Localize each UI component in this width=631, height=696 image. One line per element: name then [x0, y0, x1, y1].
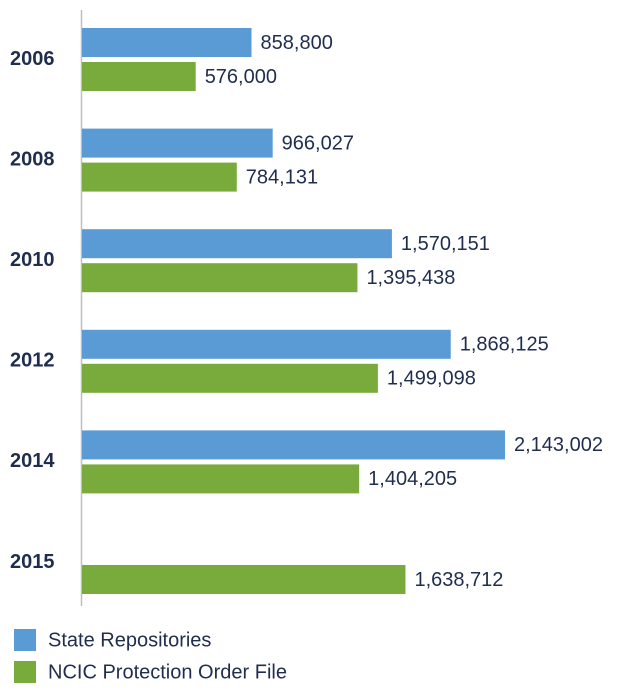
legend-label: NCIC Protection Order File	[48, 661, 287, 683]
bar	[82, 62, 196, 91]
data-label: 966,027	[282, 132, 354, 154]
category-label: 2010	[10, 249, 55, 271]
bar	[82, 128, 273, 158]
bar	[82, 430, 505, 460]
legend-label: State Repositories	[48, 629, 211, 651]
category-label: 2014	[10, 450, 55, 472]
data-label: 1,395,438	[366, 267, 455, 289]
category-label: 2012	[10, 350, 55, 372]
data-label: 1,638,712	[414, 569, 503, 591]
bar	[82, 329, 451, 359]
category-label: 2008	[10, 148, 55, 170]
bar	[82, 263, 358, 293]
data-label: 576,000	[205, 66, 277, 88]
data-label: 1,404,205	[368, 468, 457, 490]
data-label: 1,868,125	[460, 334, 549, 356]
bar	[82, 464, 360, 494]
legend-swatch	[14, 629, 36, 651]
data-label: 784,131	[246, 166, 318, 188]
bar	[82, 565, 406, 594]
data-label: 2,143,002	[514, 434, 603, 456]
data-label: 1,499,098	[387, 368, 476, 390]
data-label: 858,800	[261, 32, 333, 54]
legend-swatch	[14, 661, 36, 683]
bar	[82, 363, 378, 393]
bar	[82, 162, 237, 192]
bar	[82, 229, 392, 259]
bar	[82, 28, 252, 57]
category-label: 2006	[10, 48, 55, 70]
data-label: 1,570,151	[401, 233, 490, 255]
category-label: 2015	[10, 551, 55, 573]
